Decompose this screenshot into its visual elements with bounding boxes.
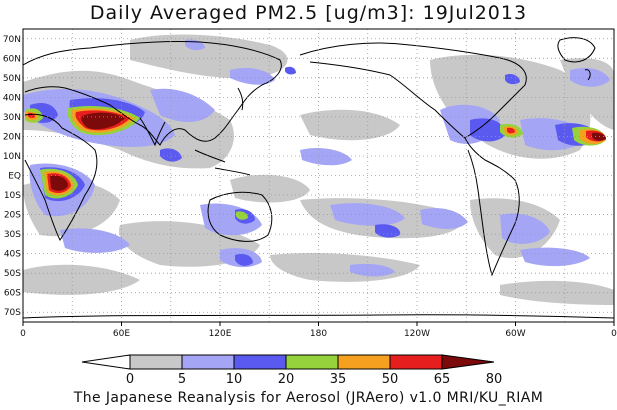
lat-label: EQ — [8, 172, 21, 182]
lat-label: 10S — [4, 191, 21, 201]
colorbar-segment — [337, 354, 391, 370]
colorbar-segment — [233, 354, 287, 370]
longitude-labels: 0 60E 120E 180 120W 60W 0 — [20, 322, 617, 339]
lat-label: 60S — [4, 289, 21, 299]
colorbar-level-label: 35 — [330, 372, 347, 387]
colorbar-segment — [81, 354, 131, 370]
coastlines — [23, 37, 614, 319]
colorbar-level-label: 80 — [486, 372, 503, 387]
colorbar-level-label: 5 — [178, 372, 186, 387]
lon-label: 180 — [310, 329, 327, 339]
colorbar-segment — [441, 354, 495, 370]
lat-label: 70S — [4, 308, 21, 318]
lat-label: 30S — [4, 230, 21, 240]
map-title: Daily Averaged PM2.5 [ug/m3]: 19Jul2013 — [89, 2, 528, 24]
lat-label: 10N — [3, 152, 21, 162]
lat-label: 50N — [3, 74, 21, 84]
colorbar-segment — [181, 354, 235, 370]
darkred-level-areas — [50, 112, 606, 191]
colorbar-level-label: 50 — [382, 372, 399, 387]
colorbar-segment — [389, 354, 443, 370]
lat-label: 40S — [4, 250, 21, 260]
lon-label: 0 — [611, 329, 617, 339]
lat-label: 60N — [3, 54, 21, 64]
lat-label: 30N — [3, 113, 21, 123]
colorbar-level-label: 20 — [278, 372, 295, 387]
lon-label: 0 — [20, 329, 26, 339]
lat-label: 20N — [3, 132, 21, 142]
lon-label: 120W — [404, 329, 430, 339]
latitude-labels: 70N 60N 50N 40N 30N 20N 10N EQ 10S 20S 30S 40S 50S 60… — [3, 35, 21, 318]
colorbar-level-label: 65 — [434, 372, 451, 387]
colorbar-level-label: 0 — [126, 372, 134, 387]
colorbar-segment — [285, 354, 339, 370]
lat-label: 20S — [4, 211, 21, 221]
lon-label: 60E — [113, 329, 130, 339]
lon-label: 60W — [505, 329, 525, 339]
colorbar: 0 5 10 20 35 50 65 80 — [81, 354, 503, 387]
lat-label: 70N — [3, 35, 21, 45]
lon-label: 120E — [209, 329, 232, 339]
lat-label: 50S — [4, 269, 21, 279]
colorbar-segment — [129, 354, 183, 370]
lat-label: 40N — [3, 93, 21, 103]
colorbar-level-label: 10 — [226, 372, 243, 387]
lightblue-level-areas — [23, 39, 610, 277]
footer-credit: The Japanese Reanalysis for Aerosol (JRA… — [73, 390, 544, 406]
gridlines — [23, 29, 614, 322]
